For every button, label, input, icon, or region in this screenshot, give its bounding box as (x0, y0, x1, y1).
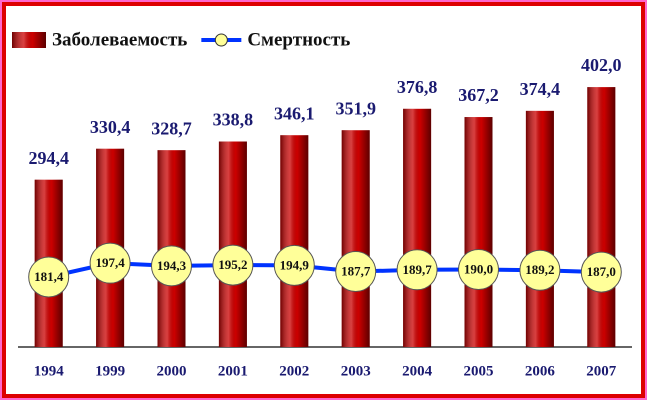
bar-value-label: 367,2 (458, 85, 499, 105)
line-value-label: 181,4 (34, 269, 64, 284)
bar-value-label: 374,4 (520, 79, 561, 99)
bar-shade (464, 117, 493, 347)
line-value-label: 195,2 (218, 257, 247, 272)
line-marker (458, 249, 499, 291)
x-tick-label: 2005 (464, 363, 494, 379)
line-value-label: 194,9 (280, 257, 310, 272)
legend-marker (214, 33, 228, 47)
bar-value-label: 346,1 (274, 103, 315, 123)
line-marker (580, 251, 622, 293)
x-tick-label: 2004 (402, 363, 433, 379)
bar-value-label: 330,4 (90, 117, 131, 137)
bar-shade (587, 87, 616, 347)
line-marker (273, 244, 315, 286)
x-tick-label: 2002 (279, 363, 309, 379)
line-value-label: 187,0 (587, 264, 616, 279)
x-tick-label: 2000 (157, 363, 187, 379)
bar-shade (280, 135, 309, 347)
bar-value-label: 376,8 (397, 77, 438, 97)
line-marker (151, 245, 192, 287)
legend-label: Заболеваемость (52, 29, 187, 50)
x-tick-label: 2003 (341, 363, 371, 379)
bar-shade (341, 130, 370, 347)
line-marker (396, 249, 438, 291)
bar-value-label: 338,8 (213, 110, 254, 130)
bar-value-label: 328,7 (151, 118, 192, 138)
x-tick-label: 1999 (95, 363, 125, 379)
line-value-label: 190,0 (464, 262, 493, 277)
x-tick-label: 1994 (34, 363, 65, 379)
line-value-label: 187,7 (341, 264, 371, 279)
legend-label: Смертность (247, 29, 350, 50)
bar-value-label: 351,9 (335, 98, 376, 118)
bar-shade (403, 108, 432, 348)
line-value-label: 189,7 (402, 262, 432, 277)
line-marker (212, 244, 254, 286)
bar-shade (525, 110, 554, 347)
line-marker (335, 251, 377, 293)
line (48, 261, 602, 279)
x-tick-label: 2007 (586, 363, 617, 379)
legend-swatch-shade (12, 32, 46, 48)
line-value-label: 189,2 (525, 262, 554, 277)
line-value-label: 197,4 (95, 255, 125, 270)
bar-value-label: 402,0 (581, 55, 622, 75)
line-marker (519, 249, 561, 291)
x-tick-label: 2001 (218, 363, 248, 379)
bar-value-label: 294,4 (28, 148, 69, 168)
line-value-label: 194,3 (157, 258, 187, 273)
line-marker (28, 256, 70, 298)
bar-shade (218, 141, 247, 347)
line-marker (89, 242, 131, 284)
x-tick-label: 2006 (525, 363, 556, 379)
